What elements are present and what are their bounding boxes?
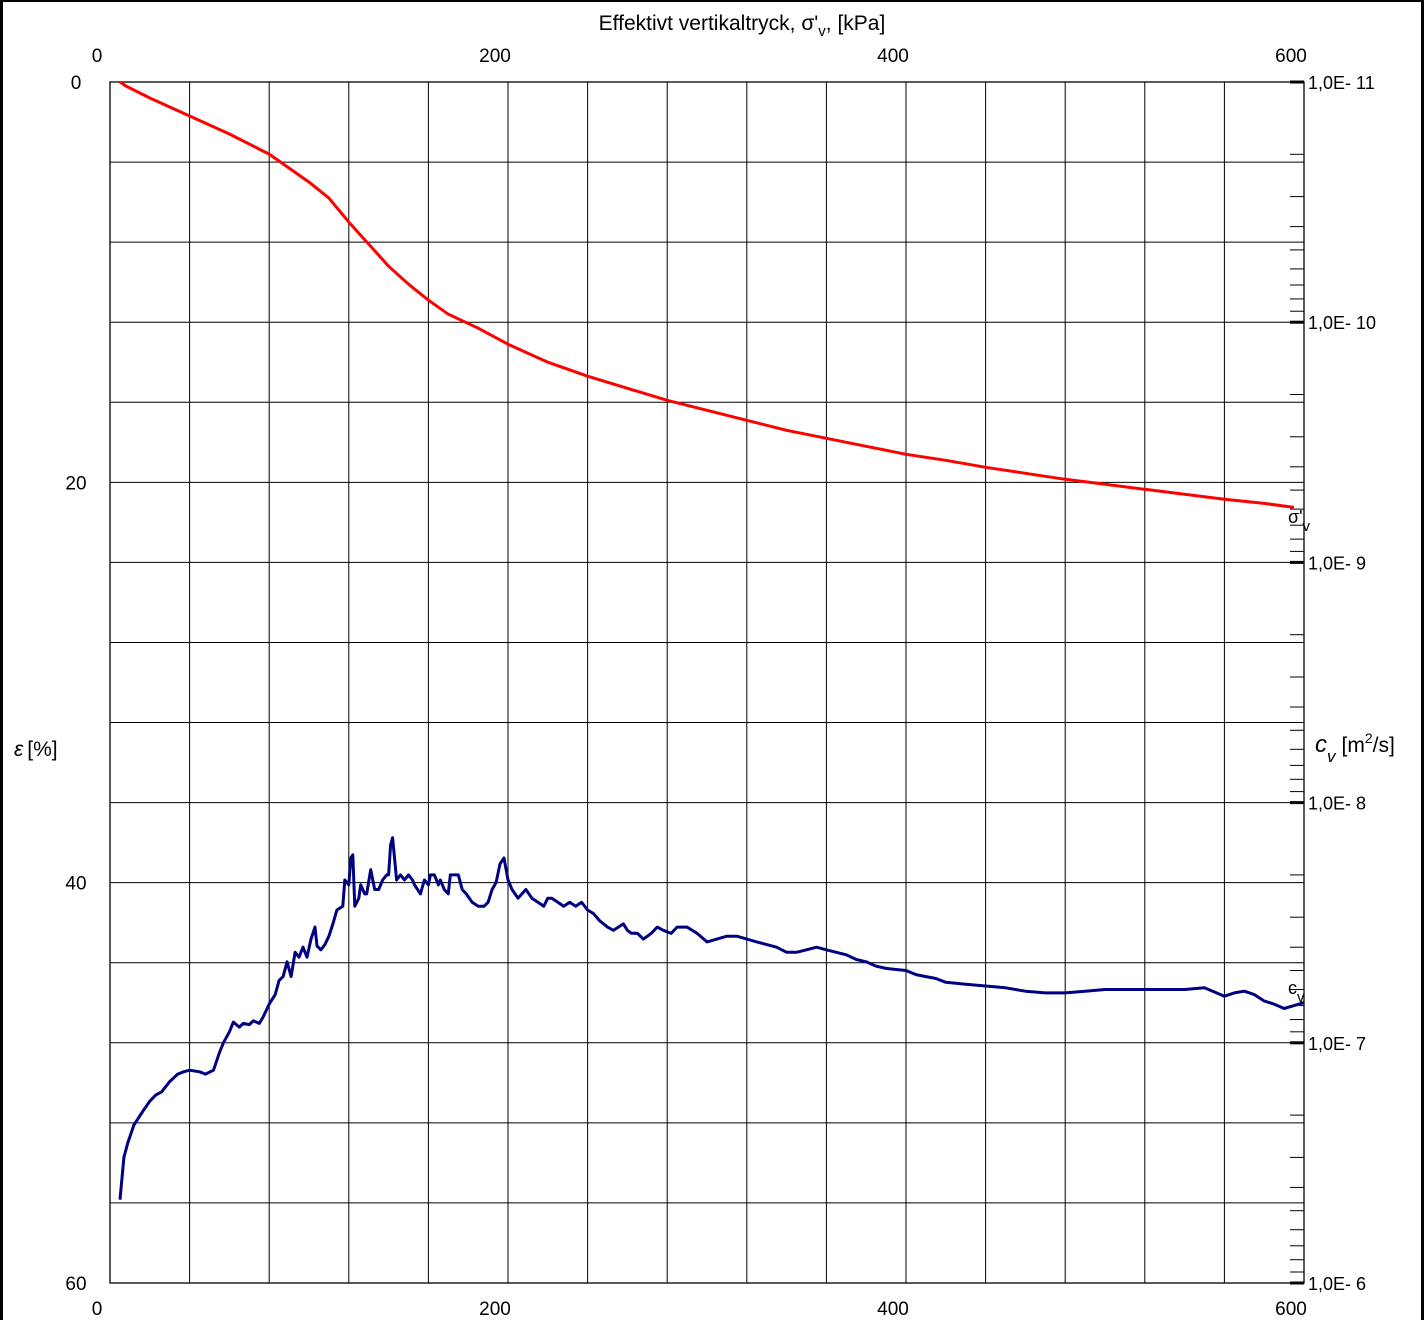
series-label-cv: cv xyxy=(1288,978,1305,1006)
x-top-tick-label: 600 xyxy=(1275,46,1307,67)
y-left-tick-label: 20 xyxy=(65,473,86,494)
strain-curve xyxy=(119,80,1295,509)
y-right-tick-label: 1,0E- 7 xyxy=(1308,1034,1366,1054)
chart-title: Effektivt vertikaltryck, σ'v, [kPa] xyxy=(599,12,886,40)
x-bottom-tick-label: 400 xyxy=(877,1299,909,1320)
y-left-tick-label: 0 xyxy=(71,73,82,94)
y-right-tick-label: 1,0E- 11 xyxy=(1308,73,1375,93)
x-bottom-tick-label: 200 xyxy=(479,1299,511,1320)
y-left-tick-label: 40 xyxy=(65,874,86,895)
y-right-axis-label: cv [m2/s] xyxy=(1315,730,1395,766)
cv-curve xyxy=(118,836,1305,1200)
y-right-tick-label: 1,0E- 8 xyxy=(1308,794,1366,814)
right-axis-minor-ticks xyxy=(1290,80,1304,1285)
y-left-axis-label: ε [%] xyxy=(14,738,58,761)
x-bottom-tick-label: 600 xyxy=(1275,1299,1307,1320)
y-right-tick-label: 1,0E- 10 xyxy=(1308,313,1376,333)
plot-area xyxy=(109,81,1305,1284)
x-top-tick-label: 0 xyxy=(92,46,103,67)
y-left-tick-label: 60 xyxy=(65,1274,86,1295)
x-bottom-tick-label: 0 xyxy=(92,1299,103,1320)
series-label-sigma: σ'v xyxy=(1288,507,1311,535)
grid xyxy=(110,82,1304,1283)
x-top-tick-label: 200 xyxy=(479,46,511,67)
series-lines xyxy=(118,80,1305,1200)
y-right-tick-label: 1,0E- 6 xyxy=(1308,1274,1366,1294)
x-top-tick-label: 400 xyxy=(877,46,909,67)
y-right-tick-label: 1,0E- 9 xyxy=(1308,553,1366,573)
